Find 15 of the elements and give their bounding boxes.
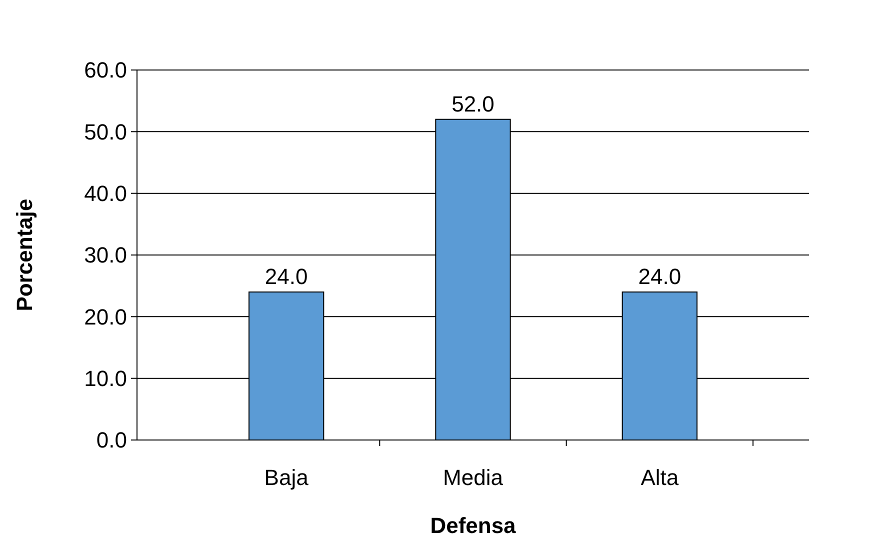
y-tick-label: 0.0 — [96, 428, 127, 453]
y-tick-label: 50.0 — [84, 119, 127, 144]
x-tick-label: Media — [443, 465, 504, 490]
y-axis-title: Porcentaje — [12, 198, 37, 312]
y-tick-label: 20.0 — [84, 304, 127, 330]
x-axis-title: Defensa — [430, 513, 517, 538]
y-tick-label: 30.0 — [84, 242, 127, 268]
y-tick-label: 60.0 — [84, 58, 127, 83]
y-tick-label: 40.0 — [84, 181, 127, 206]
data-label: 24.0 — [264, 264, 308, 289]
data-label: 52.0 — [452, 91, 494, 116]
y-tick-label: 10.0 — [84, 366, 127, 392]
data-label: 24.0 — [638, 264, 682, 289]
x-tick-label: Alta — [640, 465, 680, 490]
x-tick-label: Baja — [264, 465, 310, 490]
